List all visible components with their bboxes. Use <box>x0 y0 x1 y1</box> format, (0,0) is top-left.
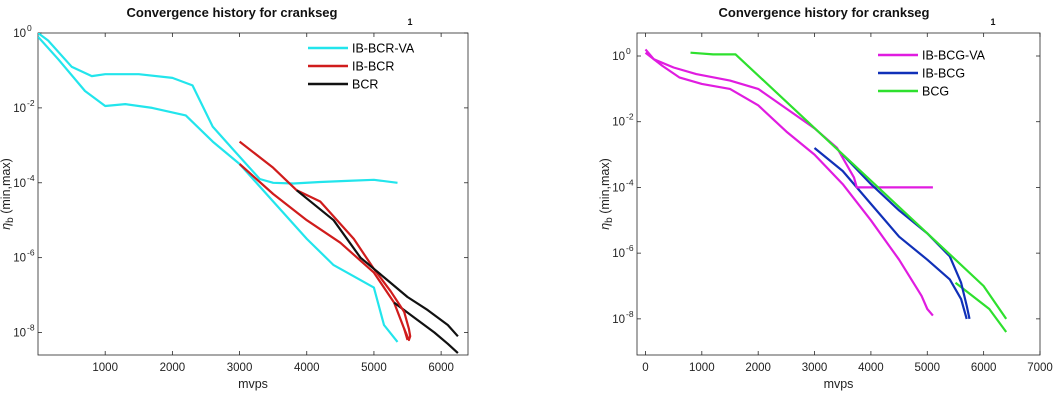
y-tick-exponent: -6 <box>27 248 35 258</box>
y-tick-label: 10 <box>612 117 625 129</box>
y-tick-exponent: -8 <box>27 323 35 333</box>
series-line <box>238 140 412 342</box>
y-tick-label: 10 <box>612 182 625 194</box>
x-tick-label: 4000 <box>858 362 884 374</box>
series-line-secondary <box>238 163 409 341</box>
plot-area-frame <box>636 32 1041 356</box>
legend-label: IB-BCG-VA <box>922 49 986 63</box>
series-line <box>690 51 1008 320</box>
series-line-secondary <box>954 281 1008 333</box>
x-tick-label: 5000 <box>914 362 940 374</box>
legend-label: IB-BCG <box>922 67 965 81</box>
series-line <box>841 153 971 320</box>
y-tick-label: 10 <box>13 328 26 340</box>
y-tick-exponent: -8 <box>626 309 634 319</box>
chart-title: Convergence history for crankseg <box>719 5 930 20</box>
y-tick-exponent: -2 <box>626 112 634 122</box>
x-tick-label: 2000 <box>160 362 186 374</box>
y-axis-label: ηb (min,max) <box>598 158 615 230</box>
x-tick-label: 2000 <box>745 362 771 374</box>
x-tick-label: 0 <box>642 362 648 374</box>
x-tick-label: 3000 <box>802 362 828 374</box>
y-tick-exponent: -4 <box>27 173 35 183</box>
legend-label: IB-BCR-VA <box>352 42 415 56</box>
y-tick-exponent: -2 <box>27 98 35 108</box>
title-superscript: 1 <box>407 17 412 27</box>
y-tick-label: 10 <box>612 51 625 63</box>
y-axis-label-subscript: b <box>604 217 615 223</box>
y-tick-exponent: -6 <box>626 243 634 253</box>
x-tick-label: 1000 <box>92 362 118 374</box>
title-superscript: 1 <box>990 17 995 27</box>
y-tick-label: 10 <box>13 103 26 115</box>
chart-title: Convergence history for crankseg <box>127 5 338 20</box>
y-tick-exponent: 0 <box>27 23 32 33</box>
y-tick-label: 10 <box>13 28 26 40</box>
x-tick-label: 6000 <box>971 362 997 374</box>
x-tick-label: 5000 <box>361 362 387 374</box>
y-tick-label: 10 <box>13 253 26 265</box>
x-axis-label: mvps <box>824 377 854 391</box>
x-tick-label: 3000 <box>227 362 253 374</box>
legend-label: IB-BCR <box>352 60 394 74</box>
y-axis-label-symbol: η <box>598 223 612 230</box>
y-axis-label-suffix: (min,max) <box>598 158 612 217</box>
y-tick-exponent: -4 <box>626 177 634 187</box>
y-axis-label-suffix: (min,max) <box>0 158 13 217</box>
x-tick-label: 7000 <box>1027 362 1053 374</box>
series-line-secondary <box>38 35 399 343</box>
y-tick-exponent: 0 <box>626 46 631 56</box>
y-axis-label-subscript: b <box>5 217 16 223</box>
series-line <box>644 48 933 189</box>
legend-label: BCG <box>922 85 949 99</box>
x-tick-label: 1000 <box>689 362 715 374</box>
series-line-secondary <box>644 51 934 317</box>
y-axis-label: ηb (min,max) <box>0 158 16 230</box>
y-tick-label: 10 <box>612 314 625 326</box>
y-tick-label: 10 <box>13 178 26 190</box>
y-tick-label: 10 <box>612 248 625 260</box>
series-line-secondary <box>393 301 459 354</box>
y-axis-label-symbol: η <box>0 223 13 230</box>
series-line-secondary <box>813 147 968 320</box>
series-line <box>296 189 459 338</box>
left-chart: Convergence history for crankseg 1 1000 200… <box>0 5 469 391</box>
x-tick-label: 4000 <box>294 362 320 374</box>
x-tick-label: 6000 <box>428 362 454 374</box>
legend-label: BCR <box>352 78 378 92</box>
series-line <box>38 33 398 185</box>
x-axis-label: mvps <box>238 377 268 391</box>
plot-area-frame <box>37 32 469 356</box>
